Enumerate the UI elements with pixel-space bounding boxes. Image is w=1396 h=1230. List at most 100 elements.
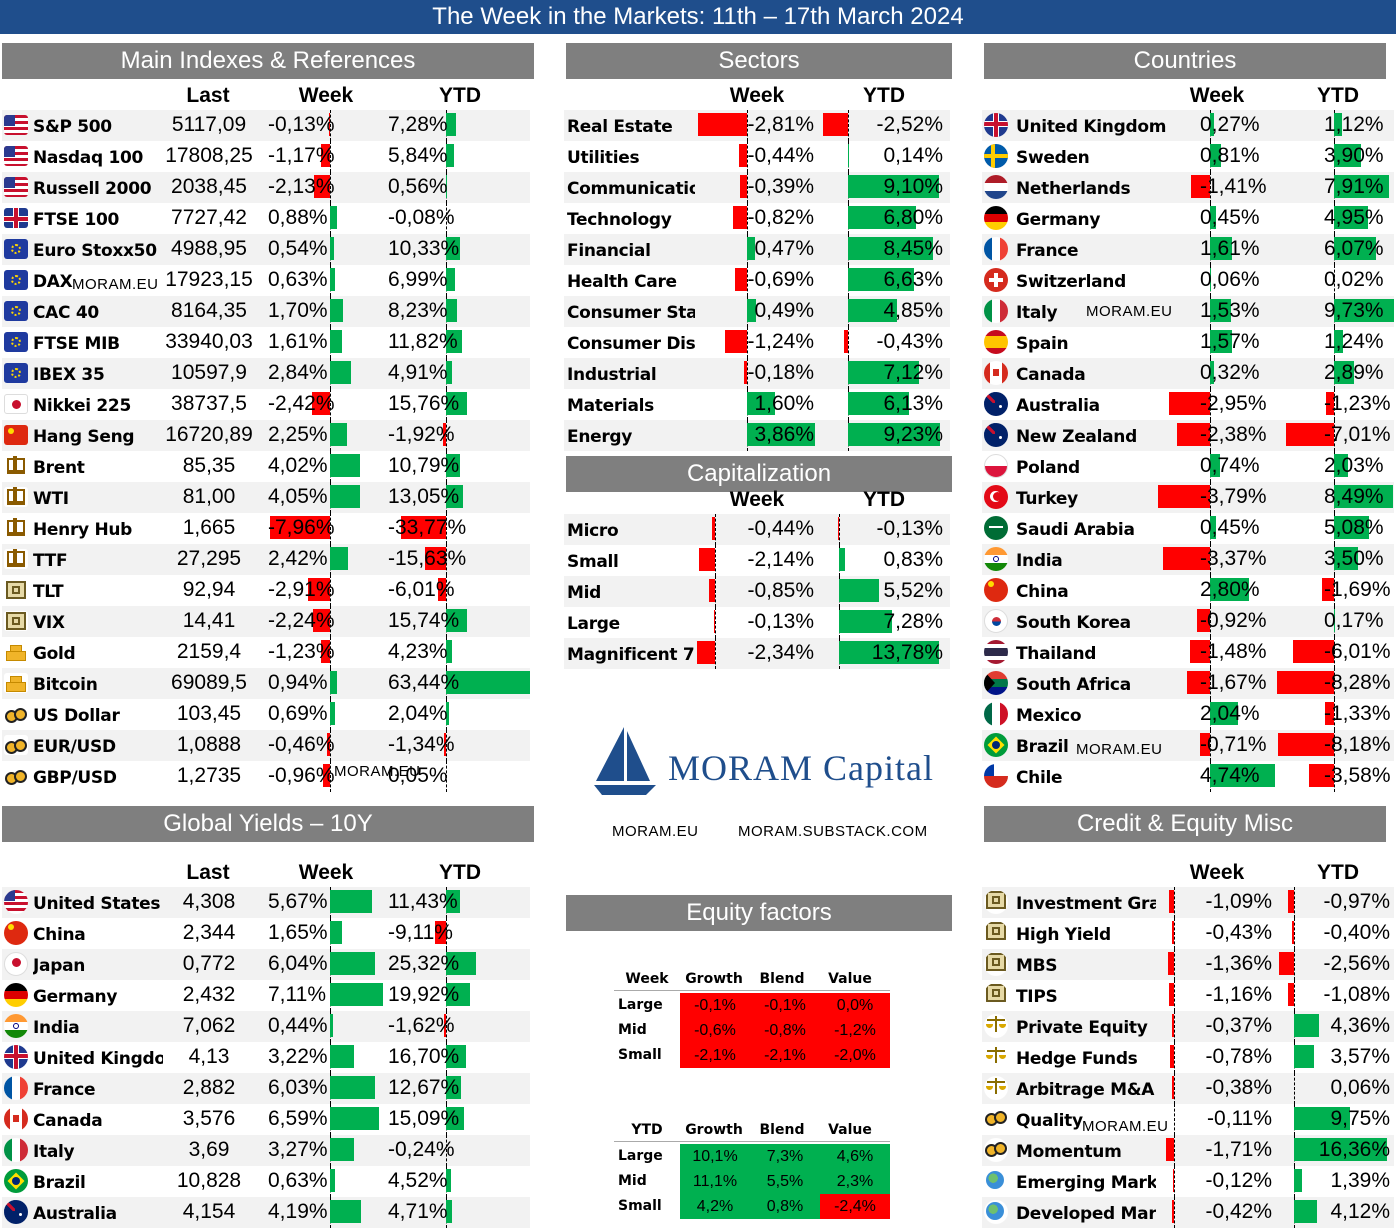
credit-week-axis: [1174, 1011, 1175, 1042]
countries-col-ytd: YTD: [1317, 84, 1359, 107]
link-moram-eu[interactable]: MORAM.EU: [612, 823, 699, 840]
indexes-row: IBEX 35 10597,9 2,84% 4,91%: [2, 358, 530, 389]
countries-name: India: [1016, 551, 1063, 571]
countries-row: Thailand -1,48% -6,01%: [982, 637, 1394, 668]
credit-ytd-axis: [1294, 1073, 1295, 1104]
sectors-col-ytd: YTD: [863, 84, 905, 107]
logo: MORAM Capital: [590, 725, 940, 805]
indexes-last: 92,94: [182, 578, 236, 601]
yields-last: 4,308: [182, 890, 236, 913]
jp-flag-icon: [4, 952, 28, 976]
indexes-week-bar: [313, 609, 330, 632]
capitalization-week-bar: [711, 517, 715, 540]
credit-week-axis: [1174, 1042, 1175, 1073]
indexes-ytd-bar: [446, 454, 461, 477]
fr-flag-icon: [4, 1076, 28, 1100]
countries-week-bar: [1210, 144, 1222, 167]
capitalization-week-bar: [714, 610, 715, 633]
capitalization-ytd-value: 5,52%: [883, 579, 943, 602]
capitalization-name: Large: [567, 614, 620, 634]
credit-week-axis: [1174, 949, 1175, 980]
yields-week-bar: [330, 1045, 354, 1068]
sectors-col-week: Week: [729, 84, 785, 107]
credit-ytd-value: 0,06%: [1330, 1076, 1390, 1099]
sectors-ytd-axis: [848, 327, 849, 358]
yields-week-value: 0,63%: [268, 1169, 328, 1192]
sectors-week-axis: [747, 358, 748, 389]
sectors-week-bar: [734, 268, 747, 291]
indexes-week-axis: [330, 513, 331, 544]
capitalization-week-value: -2,14%: [747, 548, 814, 571]
factors-ytd-label: YTD: [631, 1122, 663, 1138]
globe-flag-icon: [984, 1200, 1008, 1224]
indexes-last: 5117,09: [171, 113, 247, 136]
capitalization-row: Small -2,14% 0,83%: [564, 545, 950, 576]
countries-ytd-axis: [1334, 389, 1335, 420]
indexes-week-value: 2,42%: [268, 547, 328, 570]
yields-week-bar: [330, 983, 383, 1006]
countries-ytd-bar: [1334, 361, 1354, 384]
indexes-ytd-bar: [446, 485, 464, 508]
countries-ytd-axis: [1334, 730, 1335, 761]
in-flag-icon: [984, 547, 1008, 571]
indexes-name: TLT: [33, 582, 64, 602]
yields-row: Germany 2,432 7,11% 19,92%: [2, 980, 530, 1011]
yields-last: 4,13: [188, 1045, 230, 1068]
indexes-week-axis: [330, 110, 331, 141]
bank-flag-icon: [4, 611, 28, 631]
countries-week-bar: [1163, 547, 1210, 570]
indexes-ytd-bar: [446, 640, 452, 663]
yields-week-bar: [330, 1200, 361, 1223]
credit-week-value: -0,38%: [1205, 1076, 1272, 1099]
yields-row: India 7,062 0,44% -1,62%: [2, 1011, 530, 1042]
factors-col-header: Blend: [759, 1122, 805, 1138]
credit-ytd-axis: [1294, 918, 1295, 949]
countries-row: Saudi Arabia 0,45% 5,08%: [982, 513, 1394, 544]
indexes-last: 10597,9: [171, 361, 247, 384]
credit-row: Momentum -1,71% 16,36%: [982, 1135, 1394, 1166]
factors-row-label: Large: [618, 997, 663, 1013]
indexes-week-value: -2,42%: [268, 392, 335, 415]
indexes-week-bar: [330, 454, 361, 477]
indexes-ytd-axis: [446, 203, 447, 234]
indexes-ytd-bar: [438, 578, 446, 601]
za-flag-icon: [984, 671, 1008, 695]
sectors-name: Consumer Discre: [567, 334, 695, 354]
credit-ytd-bar: [1294, 1138, 1388, 1161]
credit-ytd-value: -0,40%: [1323, 921, 1390, 944]
credit-week-value: -0,12%: [1205, 1169, 1272, 1192]
indexes-ytd-bar: [446, 144, 454, 167]
sectors-name: Technology: [567, 210, 672, 230]
countries-week-value: 0,45%: [1200, 516, 1260, 539]
yields-ytd-bar: [446, 1200, 452, 1223]
sectors-ytd-bar: [848, 299, 897, 322]
yields-ytd-bar: [446, 952, 477, 975]
indexes-week-bar: [330, 361, 352, 384]
indexes-week-value: -2,13%: [268, 175, 335, 198]
link-moram-substack[interactable]: MORAM.SUBSTACK.COM: [738, 823, 928, 840]
credit-week-axis: [1174, 918, 1175, 949]
countries-row: China 2,80% -1,69%: [982, 575, 1394, 606]
countries-ytd-value: -3,58%: [1324, 764, 1391, 787]
sectors-row: Industrial -0,18% 7,12%: [564, 358, 950, 389]
credit-week-bar: [1172, 921, 1174, 944]
yields-week-value: 4,19%: [268, 1200, 328, 1223]
yields-week-value: 3,27%: [268, 1138, 328, 1161]
countries-week-axis: [1210, 482, 1211, 513]
countries-name: Australia: [1016, 396, 1100, 416]
factors-ytd-cell: 10,1%: [680, 1144, 750, 1169]
countries-ytd-bar: [1309, 764, 1334, 787]
indexes-ytd-bar: [446, 330, 462, 353]
credit-ytd-value: 4,12%: [1330, 1200, 1390, 1223]
yields-name: Canada: [33, 1111, 103, 1131]
sectors-week-value: 0,49%: [754, 299, 814, 322]
yields-ytd-value: 25,32%: [388, 952, 460, 975]
us-flag-icon: [4, 115, 28, 135]
countries-name: Spain: [1016, 334, 1069, 354]
sectors-row: Technology -0,82% 6,80%: [564, 203, 950, 234]
credit-row: Hedge Funds -0,78% 3,57%: [982, 1042, 1394, 1073]
sectors-name: Communication: [567, 179, 695, 199]
indexes-row: Russell 2000 2038,45 -2,13% 0,56%: [2, 172, 530, 203]
ca-flag-icon: [4, 1107, 28, 1131]
tr-flag-icon: [984, 485, 1008, 509]
